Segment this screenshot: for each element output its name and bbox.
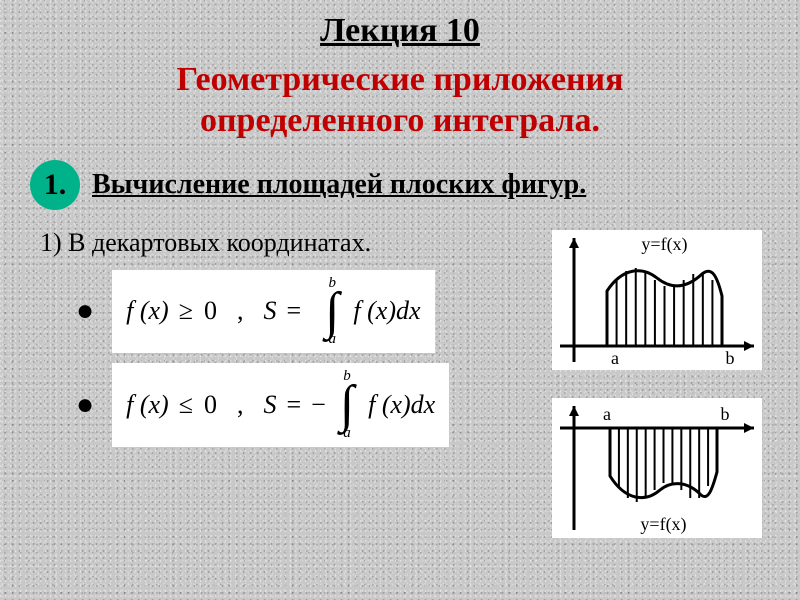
subtitle-line2: определенного интеграла.	[200, 102, 600, 139]
slide-content: Лекция 10 Геометрические приложения опре…	[0, 0, 800, 469]
comma: ,	[237, 296, 244, 326]
cond-op: ≥	[179, 296, 194, 326]
formula-2: f (x) ≤ 0 , S = − b ∫ a f (x)dx	[112, 363, 449, 447]
int-sign-icon: ∫	[340, 384, 354, 426]
lecture-title: Лекция 10	[30, 12, 770, 50]
neg-sign: −	[311, 390, 326, 420]
comma: ,	[237, 390, 244, 420]
cond-lhs: f (x)	[126, 296, 169, 326]
formula-row-1: ● f (x) ≥ 0 , S = b ∫ a f (x)dx	[30, 270, 770, 354]
integral-symbol: b ∫ a	[340, 369, 354, 441]
section-title: Вычисление площадей плоских фигур.	[92, 169, 586, 201]
cond-op: ≤	[179, 390, 194, 420]
bullet-icon: ●	[76, 294, 94, 328]
eq-lhs: S	[264, 296, 277, 326]
int-lower: a	[343, 426, 351, 441]
subtitle-line1: Геометрические приложения	[176, 61, 623, 98]
integral-symbol: b ∫ a	[325, 276, 339, 348]
integrand: f (x)dx	[353, 296, 420, 326]
int-lower: a	[329, 332, 337, 347]
integrand: f (x)dx	[368, 390, 435, 420]
formula-row-2: ● f (x) ≤ 0 , S = − b ∫ a f (x)dx	[30, 363, 770, 447]
svg-text:y=f(x): y=f(x)	[640, 514, 686, 535]
section-badge: 1.	[30, 160, 80, 210]
subtitle: Геометрические приложения определенного …	[30, 60, 770, 142]
section-header: 1. Вычисление площадей плоских фигур.	[30, 160, 770, 210]
bullet-icon: ●	[76, 388, 94, 422]
equals-sign: =	[287, 390, 302, 420]
int-sign-icon: ∫	[325, 291, 339, 333]
cond-lhs: f (x)	[126, 390, 169, 420]
formula-1: f (x) ≥ 0 , S = b ∫ a f (x)dx	[112, 270, 434, 354]
equals-sign: =	[287, 296, 302, 326]
cond-rhs: 0	[204, 296, 217, 326]
cond-rhs: 0	[204, 390, 217, 420]
subsection-label: 1) В декартовых координатах.	[40, 228, 770, 258]
eq-lhs: S	[264, 390, 277, 420]
